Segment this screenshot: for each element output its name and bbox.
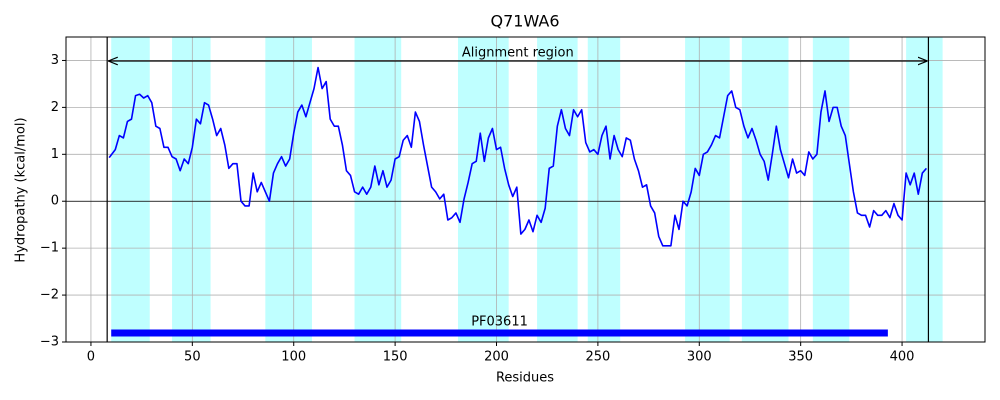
x-tick-label: 150 (383, 350, 408, 365)
region-band (172, 37, 211, 342)
x-tick-label: 50 (184, 350, 201, 365)
x-axis-label: Residues (496, 371, 554, 386)
region-band (111, 37, 150, 342)
x-tick-label: 100 (281, 350, 306, 365)
y-tick-label: 0 (51, 194, 59, 209)
x-tick-label: 400 (890, 350, 915, 365)
chart-title: Q71WA6 (490, 12, 559, 31)
y-tick-label: −3 (40, 335, 59, 350)
region-band (685, 37, 730, 342)
region-band (354, 37, 402, 342)
y-tick-label: 1 (51, 147, 59, 162)
plot-frame (65, 36, 986, 343)
y-tick-label: 2 (51, 100, 59, 115)
region-band (265, 37, 312, 342)
hydropathy-line (108, 66, 928, 247)
y-tick-label: −2 (40, 288, 59, 303)
y-tick-label: −1 (40, 241, 59, 256)
x-tick-label: 250 (585, 350, 610, 365)
x-tick-label: 0 (87, 350, 95, 365)
y-axis-label: Hydropathy (kcal/mol) (14, 117, 29, 262)
alignment-label: Alignment region (462, 46, 574, 61)
x-tick-label: 200 (484, 350, 509, 365)
region-band (741, 37, 789, 342)
x-tick-label: 350 (788, 350, 813, 365)
y-tick-label: 3 (51, 53, 59, 68)
region-band (587, 37, 621, 342)
region-band (906, 37, 943, 342)
domain-label: PF03611 (471, 315, 528, 330)
region-band (812, 37, 850, 342)
region-band (537, 37, 578, 342)
x-tick-label: 300 (687, 350, 712, 365)
